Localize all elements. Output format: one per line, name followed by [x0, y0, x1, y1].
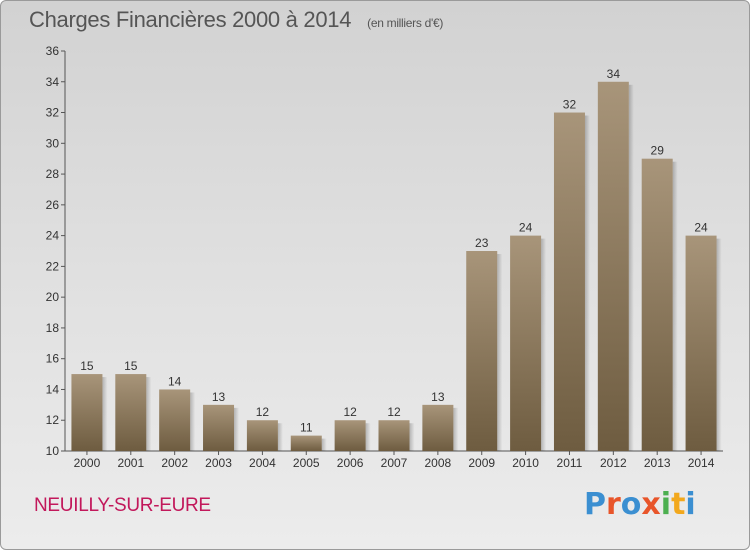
y-tick-label: 20 [46, 290, 60, 304]
y-tick-label: 22 [46, 259, 60, 273]
x-tick-label: 2005 [293, 456, 320, 470]
x-tick-label: 2006 [337, 456, 364, 470]
y-tick-label: 28 [46, 167, 60, 181]
bar-shadow [584, 115, 590, 452]
proxiti-logo[interactable]: Proxiti [584, 487, 696, 522]
bar-value-label: 34 [607, 67, 621, 81]
chart-axes: 10 12 14 16 18 20 22 24 26 28 30 32 34 36 2000 2001 2002… [46, 44, 723, 470]
bar-shadow [453, 407, 459, 451]
bar-value-label: 15 [124, 359, 138, 373]
y-tick-label: 34 [46, 75, 60, 89]
y-tick-label: 18 [46, 321, 60, 335]
bar-2013 [641, 158, 673, 451]
y-tick-label: 16 [46, 352, 60, 366]
chart-bars: 15 15 14 13 12 11 12 12 13 23 24 32 34 29 24 [71, 67, 722, 452]
x-tick-label: 2001 [117, 456, 144, 470]
bar-2012 [597, 81, 629, 452]
x-tick-label: 2007 [381, 456, 408, 470]
chart-subtitle: (en milliers d'€) [367, 16, 444, 30]
bar-value-label: 11 [300, 421, 313, 435]
bar-value-label: 24 [519, 221, 533, 235]
bar-2001 [115, 374, 147, 451]
bar-shadow [497, 254, 503, 451]
bar-2014 [685, 235, 717, 451]
bar-2008 [422, 404, 454, 451]
bar-shadow [277, 423, 283, 451]
bar-2000 [71, 374, 103, 451]
bar-2007 [378, 420, 410, 451]
bar-shadow [321, 438, 327, 451]
bar-value-label: 24 [694, 221, 708, 235]
bar-value-label: 13 [431, 390, 445, 404]
bar-value-label: 14 [168, 374, 182, 388]
bar-shadow [716, 238, 722, 451]
bar-value-label: 15 [80, 359, 94, 373]
bar-shadow [541, 238, 547, 451]
y-tick-label: 26 [46, 198, 60, 212]
bar-2002 [159, 389, 191, 451]
bar-2006 [334, 420, 366, 451]
bar-shadow [190, 392, 196, 451]
bar-value-label: 12 [343, 405, 357, 419]
x-tick-label: 2002 [161, 456, 188, 470]
bar-2005 [290, 435, 322, 451]
x-tick-label: 2014 [688, 456, 715, 470]
y-tick-label: 10 [46, 444, 60, 458]
x-tick-label: 2012 [600, 456, 627, 470]
bar-2011 [553, 112, 585, 452]
y-tick-label: 32 [46, 106, 60, 120]
bar-shadow [102, 377, 108, 451]
bar-shadow [409, 423, 415, 451]
bar-2004 [246, 420, 278, 451]
bar-value-label: 12 [256, 405, 270, 419]
bar-value-label: 13 [212, 390, 226, 404]
bar-value-label: 32 [563, 98, 577, 112]
y-tick-label: 36 [46, 44, 60, 58]
x-tick-label: 2000 [74, 456, 101, 470]
y-tick-label: 14 [46, 382, 60, 396]
bar-shadow [365, 423, 371, 451]
bar-2010 [510, 235, 542, 451]
commune-name: NEUILLY-SUR-EURE [34, 495, 211, 516]
x-tick-label: 2011 [557, 456, 583, 470]
bar-2009 [466, 251, 498, 451]
bar-shadow [672, 161, 678, 451]
chart-title-text: Charges Financières 2000 à 2014 [29, 7, 352, 32]
x-tick-label: 2003 [205, 456, 232, 470]
bar-shadow [146, 377, 152, 451]
bar-shadow [234, 407, 240, 451]
bar-2003 [203, 404, 235, 451]
bar-shadow [628, 84, 634, 452]
bar-value-label: 23 [475, 236, 489, 250]
chart-title: Charges Financières 2000 à 2014 (en milli… [29, 7, 443, 33]
y-tick-label: 12 [46, 413, 60, 427]
x-tick-label: 2008 [425, 456, 452, 470]
x-tick-label: 2009 [468, 456, 495, 470]
x-tick-label: 2010 [512, 456, 539, 470]
bar-value-label: 29 [651, 144, 665, 158]
y-tick-label: 30 [46, 136, 60, 150]
y-tick-label: 24 [46, 229, 60, 243]
x-tick-label: 2004 [249, 456, 276, 470]
x-tick-label: 2013 [644, 456, 671, 470]
bar-value-label: 12 [387, 405, 401, 419]
